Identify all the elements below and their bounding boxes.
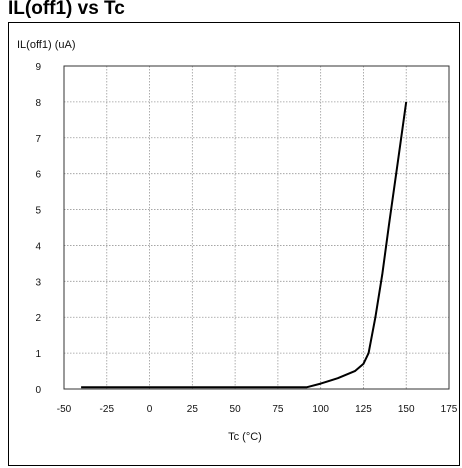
x-axis-title: Tc (°C) (228, 431, 262, 443)
x-tick-label: -25 (100, 404, 115, 415)
x-tick-label: 125 (355, 404, 372, 415)
grid (64, 66, 449, 389)
y-tick-label: 1 (35, 349, 41, 360)
y-tick-label: 3 (35, 277, 41, 288)
y-tick-label: 6 (35, 170, 41, 181)
y-tick-label: 0 (35, 385, 41, 396)
series-line (81, 101, 408, 389)
y-tick-label: 7 (35, 134, 41, 145)
x-tick-label: 25 (187, 404, 199, 415)
x-tick-label: 75 (272, 404, 284, 415)
y-tick-label: 5 (35, 206, 41, 217)
x-tick-label: 150 (398, 404, 415, 415)
x-tick-label: 100 (312, 404, 329, 415)
x-tick-label: 50 (230, 404, 242, 415)
chart-svg: IL(off1) (uA) Tc (°C) -50 -25 0 25 50 75 100 12… (17, 39, 458, 443)
page-title: IL(off1) vs Tc (8, 0, 125, 18)
y-axis-title: IL(off1) (uA) (17, 39, 76, 51)
y-tick-label: 2 (35, 313, 41, 324)
chart-frame: IL(off1) (uA) Tc (°C) -50 -25 0 25 50 75 100 12… (8, 22, 460, 466)
y-tick-label: 4 (35, 241, 41, 252)
tick-labels: -50 -25 0 25 50 75 100 125 150 175 0 1 2 3 4 5 6 7 8 9 (35, 62, 457, 415)
plot-area (63, 65, 450, 390)
x-tick-label: 175 (441, 404, 458, 415)
y-tick-label: 8 (35, 98, 41, 109)
x-tick-label: 0 (147, 404, 153, 415)
y-tick-label: 9 (35, 62, 41, 73)
series-group (81, 101, 408, 389)
x-tick-label: -50 (57, 404, 72, 415)
